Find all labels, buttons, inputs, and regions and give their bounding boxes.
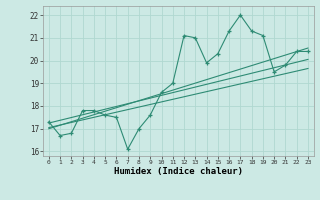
X-axis label: Humidex (Indice chaleur): Humidex (Indice chaleur) — [114, 167, 243, 176]
